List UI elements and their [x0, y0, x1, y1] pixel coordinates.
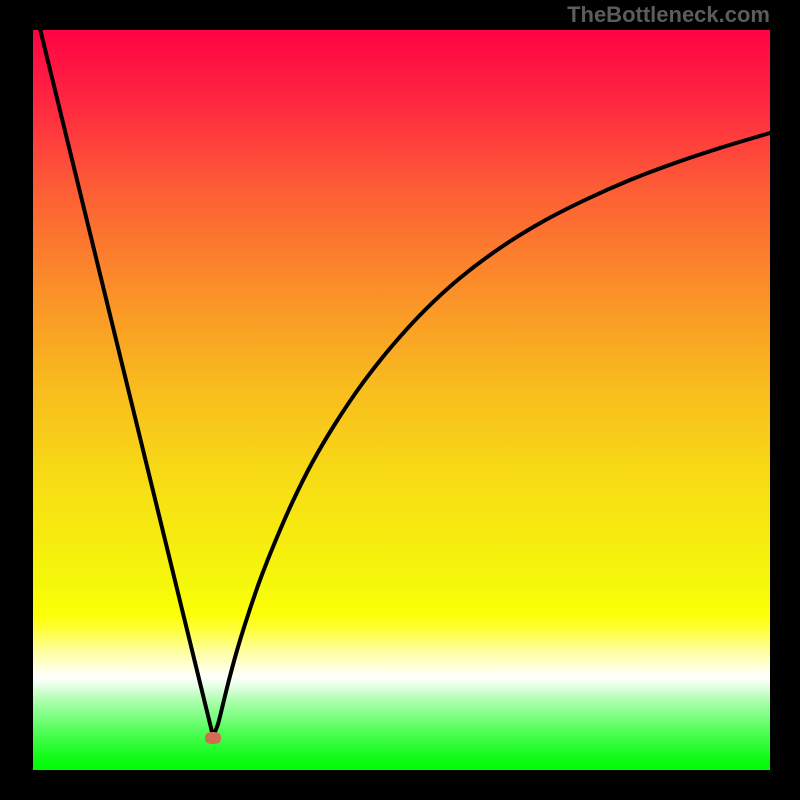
watermark: TheBottleneck.com	[567, 2, 770, 28]
chart-container: TheBottleneck.com	[0, 0, 800, 800]
curve-left-branch	[33, 0, 213, 736]
curve-right-branch	[213, 133, 770, 736]
curve-layer	[33, 30, 770, 770]
minimum-marker	[205, 732, 221, 744]
plot-area	[33, 30, 770, 770]
